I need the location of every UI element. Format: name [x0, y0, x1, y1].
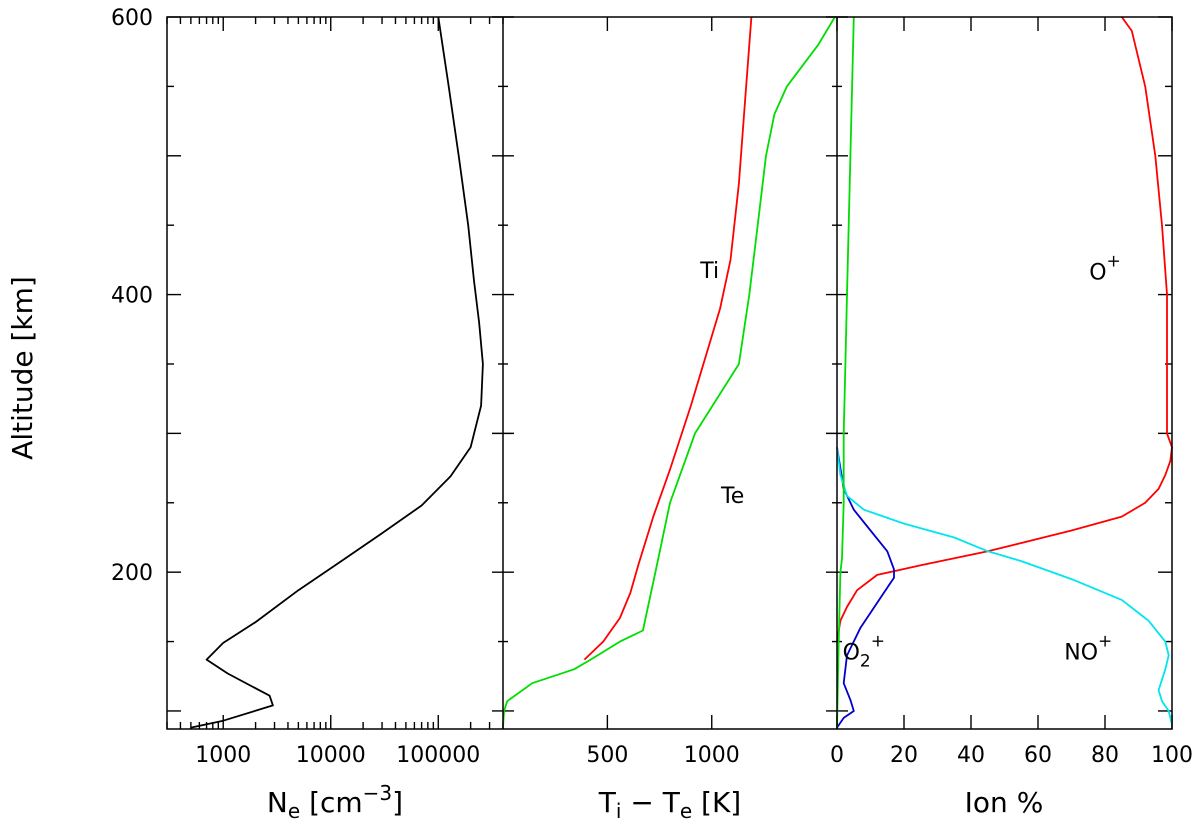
series-line-p1-1 — [502, 16, 836, 728]
axes-layer — [166, 16, 1173, 729]
x-tick-label: 1000 — [195, 743, 251, 768]
x-axis-label: Ti − Te [K] — [598, 786, 741, 823]
series-line-p2-0 — [836, 16, 1173, 642]
x-tick-label: 500 — [586, 743, 628, 768]
series-line-p2-1 — [836, 447, 895, 729]
ion-annotation: NO+ — [1064, 632, 1112, 666]
x-tick-label: 80 — [1091, 743, 1119, 768]
x-tick-label: 100000 — [396, 743, 480, 768]
series-line-p2-2 — [836, 447, 1173, 726]
series-layer — [190, 16, 1173, 729]
y-tick-label: 400 — [111, 284, 153, 309]
x-tick-label: 60 — [1024, 743, 1052, 768]
x-tick-label: 10000 — [296, 743, 366, 768]
plot-frame — [166, 16, 1173, 730]
ion-annotation: O+ — [1089, 251, 1121, 285]
x-axis-label: Ne [cm−3] — [267, 781, 403, 823]
x-tick-label: 40 — [957, 743, 985, 768]
y-tick-label: 200 — [111, 561, 153, 586]
series-line-p1-0 — [583, 16, 753, 661]
x-tick-label: 20 — [890, 743, 918, 768]
y-tick-label: 600 — [111, 6, 153, 31]
x-tick-label: 100 — [1151, 743, 1193, 768]
series-annotation: Te — [720, 484, 744, 509]
ion-annotation: O2+ — [843, 632, 885, 672]
y-axis-label: Altitude [km] — [6, 276, 39, 460]
series-line-p0-0 — [190, 16, 484, 729]
x-axis-label: Ion % — [965, 786, 1044, 819]
series-line-p2-3 — [836, 16, 855, 728]
series-annotation: Ti — [699, 259, 719, 284]
x-tick-label: 1000 — [684, 743, 740, 768]
frame-layer — [166, 16, 1173, 730]
x-tick-label: 0 — [830, 743, 844, 768]
